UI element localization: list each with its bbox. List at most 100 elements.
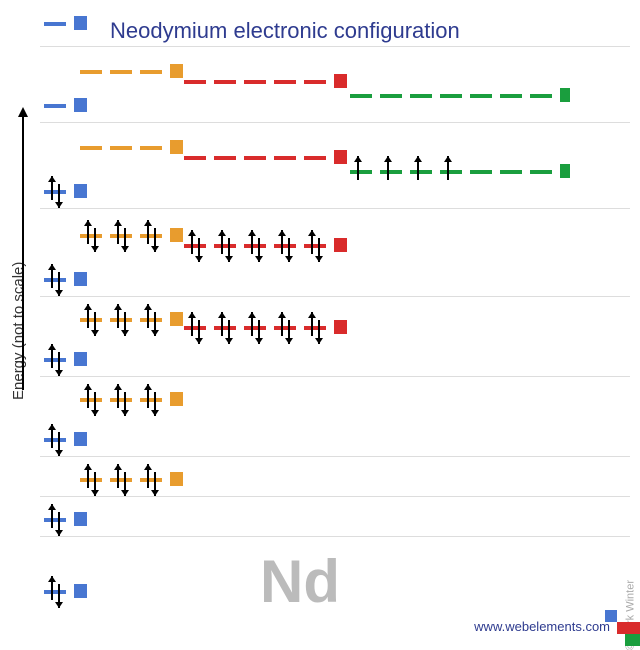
orbital-7p bbox=[140, 70, 162, 74]
electron-down bbox=[94, 392, 96, 416]
orbital-6p bbox=[110, 146, 132, 150]
orbital-5d bbox=[214, 156, 236, 160]
orbital-label-1s: 1s bbox=[74, 584, 87, 598]
orbital-label-5p: 5p bbox=[170, 228, 183, 242]
electron-up bbox=[51, 424, 53, 448]
orbital-3d bbox=[214, 326, 236, 330]
orbital-8s bbox=[44, 22, 66, 26]
orbital-6s bbox=[44, 190, 66, 194]
electron-down bbox=[58, 432, 60, 456]
orbital-label-6d: 6d bbox=[334, 74, 347, 88]
orbital-7p bbox=[80, 70, 102, 74]
orbital-5d bbox=[244, 156, 266, 160]
orbital-3s bbox=[44, 438, 66, 442]
electron-up bbox=[51, 504, 53, 528]
orbital-4p bbox=[110, 318, 132, 322]
electron-up bbox=[251, 312, 253, 336]
divider bbox=[40, 536, 630, 537]
electron-up bbox=[147, 464, 149, 488]
orbital-3p bbox=[80, 398, 102, 402]
electron-up bbox=[281, 230, 283, 254]
orbital-7p bbox=[110, 70, 132, 74]
electron-up bbox=[357, 156, 359, 180]
orbital-label-4f: 4f bbox=[560, 164, 570, 178]
electron-down bbox=[154, 472, 156, 496]
orbital-4p bbox=[80, 318, 102, 322]
element-symbol: Nd bbox=[260, 547, 340, 616]
orbital-3p bbox=[110, 398, 132, 402]
electron-up bbox=[147, 304, 149, 328]
orbital-label-7p: 7p bbox=[170, 64, 183, 78]
electron-down bbox=[288, 320, 290, 344]
electron-up bbox=[87, 220, 89, 244]
orbital-4d bbox=[184, 244, 206, 248]
orbital-4f bbox=[350, 170, 372, 174]
electron-down bbox=[58, 184, 60, 208]
orbital-label-5d: 5d bbox=[334, 150, 347, 164]
orbital-4f bbox=[500, 170, 522, 174]
electron-up bbox=[117, 220, 119, 244]
electron-down bbox=[58, 352, 60, 376]
electron-up bbox=[311, 230, 313, 254]
orbital-5p bbox=[80, 234, 102, 238]
orbital-label-4p: 4p bbox=[170, 312, 183, 326]
electron-down bbox=[124, 392, 126, 416]
divider bbox=[40, 122, 630, 123]
orbital-label-2s: 2s bbox=[74, 512, 87, 526]
y-axis-arrow bbox=[22, 110, 24, 390]
electron-up bbox=[147, 384, 149, 408]
orbital-6d bbox=[274, 80, 296, 84]
orbital-6d bbox=[214, 80, 236, 84]
electron-down bbox=[154, 228, 156, 252]
electron-down bbox=[94, 312, 96, 336]
electron-down bbox=[124, 312, 126, 336]
electron-up bbox=[51, 264, 53, 288]
orbital-3d bbox=[244, 326, 266, 330]
orbital-3p bbox=[140, 398, 162, 402]
orbital-5f bbox=[470, 94, 492, 98]
chart-title: Neodymium electronic configuration bbox=[110, 18, 460, 44]
electron-up bbox=[447, 156, 449, 180]
orbital-2p bbox=[110, 478, 132, 482]
electron-down bbox=[318, 320, 320, 344]
divider bbox=[40, 46, 630, 47]
orbital-5f bbox=[440, 94, 462, 98]
orbital-6p bbox=[140, 146, 162, 150]
orbital-2p bbox=[80, 478, 102, 482]
orbital-6d bbox=[244, 80, 266, 84]
orbital-label-8s: 8s bbox=[74, 16, 87, 30]
orbital-3d bbox=[304, 326, 326, 330]
orbital-6d bbox=[184, 80, 206, 84]
electron-down bbox=[258, 320, 260, 344]
electron-up bbox=[51, 576, 53, 600]
orbital-label-6p: 6p bbox=[170, 140, 183, 154]
orbital-label-7s: 7s bbox=[74, 98, 87, 112]
orbital-4f bbox=[380, 170, 402, 174]
orbital-7s bbox=[44, 104, 66, 108]
electron-up bbox=[191, 230, 193, 254]
orbital-2p bbox=[140, 478, 162, 482]
orbital-4f bbox=[410, 170, 432, 174]
electron-up bbox=[87, 464, 89, 488]
orbital-3d bbox=[274, 326, 296, 330]
orbital-label-3p: 3p bbox=[170, 392, 183, 406]
orbital-5s bbox=[44, 278, 66, 282]
orbital-4p bbox=[140, 318, 162, 322]
orbital-4s bbox=[44, 358, 66, 362]
orbital-4f bbox=[470, 170, 492, 174]
electron-up bbox=[221, 312, 223, 336]
electron-up bbox=[191, 312, 193, 336]
electron-down bbox=[198, 320, 200, 344]
electron-down bbox=[94, 228, 96, 252]
electron-down bbox=[288, 238, 290, 262]
electron-up bbox=[87, 384, 89, 408]
electron-down bbox=[124, 472, 126, 496]
orbital-5p bbox=[140, 234, 162, 238]
orbital-4f bbox=[440, 170, 462, 174]
electron-down bbox=[94, 472, 96, 496]
orbital-label-4d: 4d bbox=[334, 238, 347, 252]
electron-down bbox=[258, 238, 260, 262]
electron-down bbox=[228, 320, 230, 344]
divider bbox=[40, 376, 630, 377]
electron-up bbox=[51, 176, 53, 200]
